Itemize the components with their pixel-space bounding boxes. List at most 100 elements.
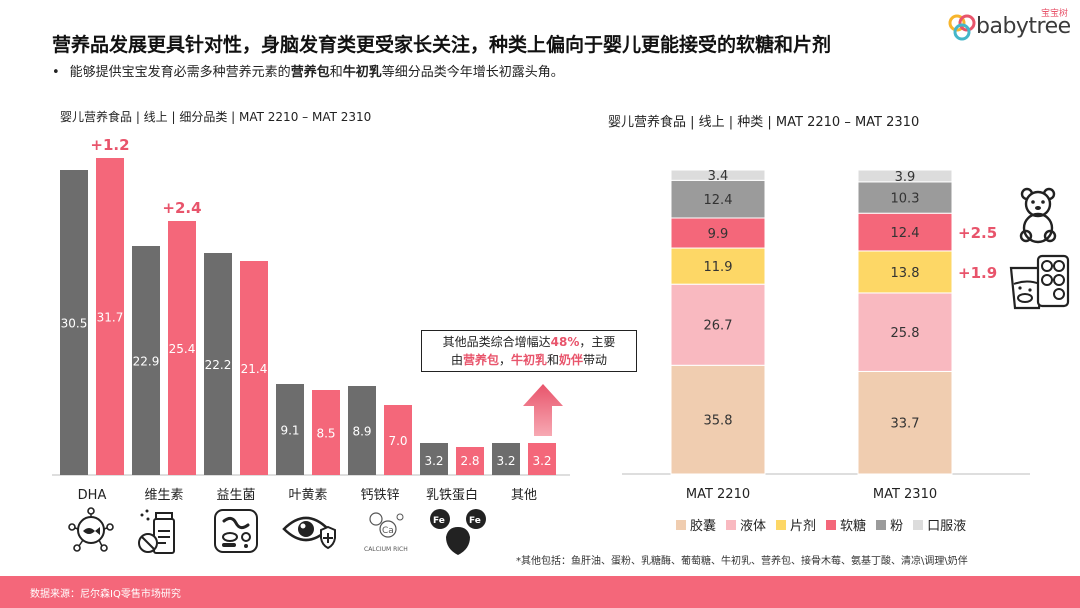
bar-label-益生菌-MAT-2310: 21.4	[241, 362, 268, 376]
stack-label: 33.7	[891, 417, 920, 432]
legend-label: 粉	[890, 519, 904, 534]
legend-swatch	[913, 519, 924, 530]
stack-label: 13.8	[891, 266, 920, 281]
callout-box: 其他品类综合增幅达48%，主要 由营养包，牛初乳和奶伴带动	[421, 330, 637, 372]
stack-label: 3.4	[708, 169, 729, 184]
category-label: 乳铁蛋白	[426, 487, 478, 500]
legend-label: 软糖	[840, 519, 867, 534]
callout-l2-hl3: 奶伴	[559, 353, 584, 367]
bar-DHA-MAT-2310	[96, 158, 124, 475]
category-label: 其他	[511, 488, 537, 500]
footnote: *其他包括：鱼肝油、蛋粉、乳糖酶、葡萄糖、牛初乳、营养包、接骨木莓、氨基丁酸、清…	[516, 556, 968, 567]
bar-label-叶黄素-MAT-2310: 8.5	[316, 427, 335, 441]
legend-item: 口服液	[913, 515, 966, 534]
stack-category-label: MAT 2210	[686, 487, 750, 502]
bar-label-维生素-MAT-2310: 25.4	[169, 342, 196, 356]
bar-DHA-MAT-2210	[60, 170, 88, 475]
gummy-bear-icon	[1019, 187, 1057, 244]
subtitle-pre: 能够提供宝宝发育必需多种营养元素的	[69, 65, 291, 80]
stack-label: 12.4	[704, 193, 733, 208]
category-bar-chart: 30.5 31.7 DHA 22.9 25.4 维生素 22.2 21.4 益生菌 9.1 8.5 叶…	[52, 136, 570, 500]
bar-label-益生菌-MAT-2210: 22.2	[205, 358, 232, 372]
bar-其他-MAT-2210	[492, 443, 520, 475]
stack-label: 12.4	[891, 226, 920, 241]
logo-cn: 宝宝树	[1041, 9, 1069, 19]
probiotic-bacteria-icon	[214, 509, 258, 553]
footer-bar: 数据来源：尼尔森IQ零售市场研究	[0, 576, 1080, 608]
legend-item: 液体	[726, 515, 766, 534]
bar-益生菌-MAT-2310	[240, 261, 268, 475]
stack-chart-legend: 胶囊 液体 片剂 软糖 粉 口服液	[676, 515, 966, 534]
page-title: 营养品发展更具针对性，身脑发育类更受家长关注，种类上偏向于婴儿更能接受的软糖和片…	[52, 34, 832, 56]
bar-chart-title: 婴儿营养食品 | 线上 | 细分品类 | MAT 2210 – MAT 2310	[60, 110, 372, 124]
bar-钙铁锌-MAT-2210	[348, 386, 376, 475]
bar-label-钙铁锌-MAT-2210: 8.9	[352, 425, 371, 439]
legend-item: 胶囊	[676, 515, 716, 534]
legend-swatch	[826, 519, 837, 530]
stack-label: 3.9	[895, 170, 916, 185]
eye-protection-icon	[282, 516, 336, 550]
stack-label: 25.8	[891, 326, 920, 341]
legend-label: 液体	[740, 519, 767, 534]
bar-label-DHA-MAT-2310: 31.7	[97, 311, 124, 325]
bar-label-乳铁蛋白-MAT-2310: 2.8	[460, 454, 479, 468]
bar-维生素-MAT-2310	[168, 221, 196, 475]
stack-seg-MAT-2310-粉	[857, 181, 953, 214]
bar-叶黄素-MAT-2210	[276, 384, 304, 475]
legend-swatch	[726, 519, 737, 530]
growth-annotation: +2.4	[162, 199, 201, 217]
fe-text-right: Fe	[469, 516, 481, 526]
legend-item: 软糖	[826, 515, 866, 534]
vitamin-bottle-icon	[138, 509, 175, 554]
bar-钙铁锌-MAT-2310	[384, 405, 412, 475]
subtitle-bold-1: 营养包	[290, 65, 330, 80]
legend-swatch	[876, 519, 887, 530]
category-label: 维生素	[144, 488, 183, 500]
callout-l2-sep2: 和	[547, 353, 560, 367]
legend-item: 粉	[876, 515, 903, 534]
stack-growth-annotation: +2.5	[958, 224, 997, 242]
callout-l2-sep1: ，	[498, 353, 511, 367]
category-icons-row: Ca CALCIUM RICH Fe Fe	[0, 505, 600, 561]
stack-chart-title: 婴儿营养食品 | 线上 | 种类 | MAT 2210 – MAT 2310	[608, 115, 920, 130]
bar-维生素-MAT-2210	[132, 246, 160, 475]
stack-seg-MAT-2310-软糖	[857, 212, 953, 252]
bar-其他-MAT-2310	[528, 443, 556, 475]
callout-l2-hl2: 牛初乳	[510, 353, 547, 367]
logo-icon	[948, 14, 976, 41]
stack-seg-MAT-2310-片剂	[857, 250, 953, 294]
legend-swatch	[776, 519, 787, 530]
stack-seg-MAT-2210-粉	[670, 179, 766, 219]
stack-label: 10.3	[891, 192, 920, 207]
stack-seg-MAT-2310-胶囊	[857, 370, 953, 475]
stack-seg-MAT-2210-口服液	[670, 169, 766, 181]
stack-seg-MAT-2210-片剂	[670, 247, 766, 285]
bar-label-钙铁锌-MAT-2310: 7.0	[388, 434, 407, 448]
stack-label: 35.8	[704, 414, 733, 429]
stack-growth-annotation: +1.9	[958, 264, 997, 282]
bar-乳铁蛋白-MAT-2310	[456, 447, 484, 475]
dha-molecule-icon	[68, 507, 114, 552]
category-label: 益生菌	[216, 488, 255, 500]
category-label: DHA	[78, 488, 107, 500]
bar-叶黄素-MAT-2310	[312, 390, 340, 475]
data-source: 数据来源：尼尔森IQ零售市场研究	[30, 589, 181, 600]
bullet: •	[52, 65, 60, 80]
stack-category-label: MAT 2310	[873, 487, 937, 502]
callout-l2-hl1: 营养包	[462, 353, 499, 367]
stack-label: 26.7	[704, 319, 733, 334]
bar-label-叶黄素-MAT-2210: 9.1	[280, 424, 299, 438]
calcium-iron-zinc-icon: Ca CALCIUM RICH	[364, 512, 408, 553]
callout-line-1: 其他品类综合增幅达48%，主要	[422, 333, 636, 351]
legend-label: 胶囊	[690, 519, 717, 534]
callout-l2-post: 带动	[583, 353, 608, 367]
tablet-cup-icon	[1009, 254, 1070, 310]
stack-seg-MAT-2310-液体	[857, 292, 953, 372]
svg-text:Ca: Ca	[382, 526, 394, 536]
stack-seg-MAT-2210-软糖	[670, 217, 766, 249]
legend-label: 片剂	[790, 519, 817, 534]
stack-seg-MAT-2210-胶囊	[670, 364, 766, 475]
fe-text-left: Fe	[433, 516, 445, 526]
bar-益生菌-MAT-2210	[204, 253, 232, 475]
subtitle-post: 等细分品类今年增长初露头角。	[381, 65, 564, 80]
